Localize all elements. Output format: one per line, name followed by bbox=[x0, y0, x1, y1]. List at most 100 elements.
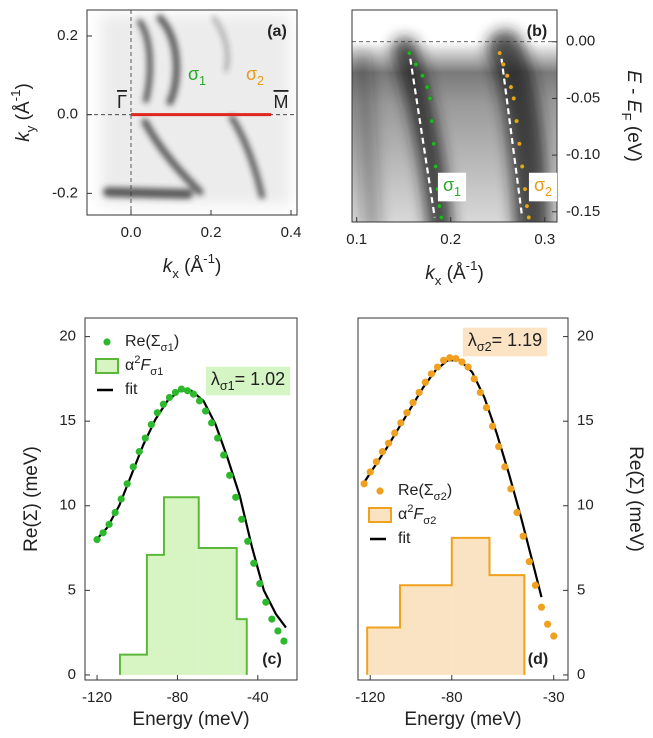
text-segment: Re(Σ bbox=[125, 333, 161, 350]
histogram-bar bbox=[163, 497, 199, 675]
text-segment: -1 bbox=[203, 251, 215, 266]
point bbox=[250, 559, 258, 567]
point bbox=[129, 463, 137, 471]
text-segment: λ bbox=[211, 369, 220, 389]
histogram-bar bbox=[400, 585, 452, 675]
x-tick-label: 0.0 bbox=[121, 224, 142, 241]
x-tick-label: 0.4 bbox=[281, 224, 302, 241]
histogram-bar bbox=[451, 537, 490, 675]
y-tick-label: -0.10 bbox=[566, 146, 600, 163]
point bbox=[274, 627, 282, 635]
point bbox=[508, 84, 514, 90]
point bbox=[421, 378, 429, 386]
point bbox=[431, 141, 437, 147]
point bbox=[111, 508, 119, 517]
point bbox=[366, 468, 374, 476]
point bbox=[117, 495, 125, 503]
y-tick-label: 5 bbox=[68, 581, 76, 598]
point bbox=[495, 442, 503, 451]
point bbox=[452, 354, 460, 363]
point bbox=[378, 448, 387, 456]
y-tick-label: 15 bbox=[59, 412, 76, 429]
point bbox=[424, 84, 430, 90]
point bbox=[195, 397, 204, 405]
text-segment: σ2 bbox=[434, 491, 447, 503]
text-segment: Re(Σ) (meV) bbox=[21, 446, 42, 552]
text-segment: Re(Σ) (meV) bbox=[625, 446, 646, 552]
text-segment: F bbox=[619, 112, 634, 120]
y-tick-label: 10 bbox=[577, 497, 594, 514]
text-segment: ) bbox=[447, 482, 452, 499]
histogram-outline bbox=[366, 536, 526, 675]
histogram-bar bbox=[236, 619, 247, 675]
text-segment: 2 bbox=[545, 185, 552, 199]
histogram-bar bbox=[198, 548, 237, 675]
point bbox=[201, 407, 210, 415]
point bbox=[420, 73, 425, 79]
text-segment: σ2 bbox=[423, 515, 436, 527]
text-segment: α bbox=[125, 357, 134, 374]
point bbox=[384, 439, 393, 447]
text-segment: k bbox=[13, 131, 34, 142]
legend-text: fit bbox=[125, 381, 138, 398]
point bbox=[458, 358, 466, 366]
line bbox=[500, 58, 524, 218]
text-segment: (Å bbox=[179, 256, 204, 277]
x-tick-label: -120 bbox=[355, 689, 385, 706]
text-segment: F bbox=[413, 506, 424, 523]
annotation: σ1 bbox=[188, 64, 206, 89]
point bbox=[226, 471, 234, 479]
text-segment: σ bbox=[443, 175, 454, 195]
annotation: σ1 bbox=[443, 175, 461, 200]
text-segment: k bbox=[425, 263, 436, 284]
point bbox=[268, 615, 276, 623]
text-segment: σ1 bbox=[150, 366, 163, 378]
text-segment: -1 bbox=[8, 90, 23, 102]
point bbox=[519, 532, 527, 540]
point bbox=[433, 363, 442, 371]
x-axis-label: Energy (meV) bbox=[404, 709, 521, 730]
x-tick-label: -80 bbox=[441, 689, 463, 706]
point bbox=[153, 409, 161, 417]
point bbox=[177, 385, 186, 393]
point bbox=[147, 420, 155, 429]
point bbox=[524, 203, 530, 209]
panel-label: (d) bbox=[528, 651, 548, 668]
annotation: λσ2= 1.19 bbox=[468, 330, 542, 355]
text-segment: σ bbox=[188, 64, 199, 84]
text-segment: E bbox=[623, 70, 644, 83]
point bbox=[427, 370, 435, 378]
y-tick-label: 10 bbox=[59, 497, 76, 514]
point bbox=[516, 141, 522, 147]
text-segment: -1 bbox=[466, 258, 478, 273]
text-segment: x bbox=[435, 273, 442, 288]
point bbox=[159, 400, 167, 408]
legend-symbol bbox=[368, 507, 392, 523]
text-segment: Γ bbox=[117, 92, 127, 112]
point bbox=[531, 581, 539, 589]
x-tick-label: -30 bbox=[543, 689, 565, 706]
y-axis-label: ky (Å-1) bbox=[8, 83, 38, 142]
y-tick-label: 0 bbox=[577, 666, 585, 683]
point bbox=[403, 409, 411, 417]
y-tick-label: 0.2 bbox=[57, 27, 78, 44]
text-segment: ) bbox=[215, 256, 221, 277]
y-tick-label: 20 bbox=[577, 328, 594, 345]
text-segment: k bbox=[163, 256, 174, 277]
y-tick-label: 15 bbox=[577, 412, 594, 429]
point bbox=[470, 375, 478, 383]
point bbox=[244, 537, 252, 545]
annotation: σ2 bbox=[246, 64, 264, 89]
x-axis-label: kx (Å-1) bbox=[425, 258, 484, 288]
arpes-map-b bbox=[352, 30, 557, 222]
y-axis-label: Re(Σ) (meV) bbox=[625, 446, 646, 552]
point bbox=[391, 429, 399, 437]
y-tick-label: 0.0 bbox=[57, 106, 78, 123]
point bbox=[504, 73, 510, 79]
text-segment: 2 bbox=[134, 354, 140, 366]
histogram-outline bbox=[118, 496, 248, 675]
x-tick-label: 0.3 bbox=[534, 231, 555, 248]
point bbox=[476, 388, 484, 397]
histogram-bar bbox=[146, 554, 164, 675]
